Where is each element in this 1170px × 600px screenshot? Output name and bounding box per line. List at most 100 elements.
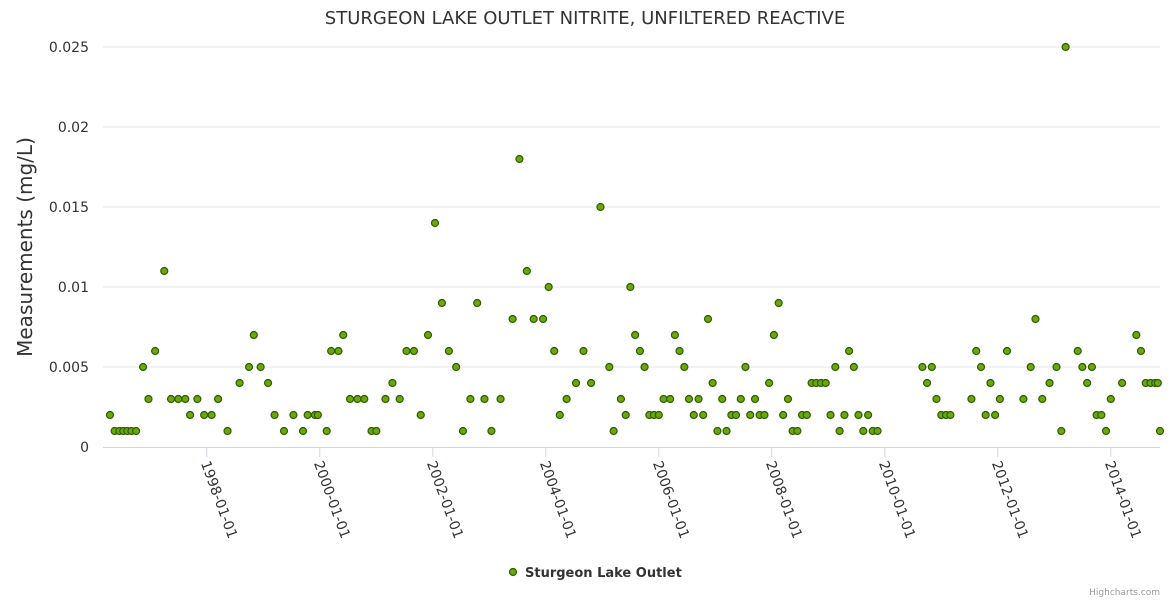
data-point[interactable]: [831, 362, 840, 372]
data-point[interactable]: [263, 378, 273, 388]
data-point[interactable]: [1118, 378, 1127, 388]
data-point[interactable]: [713, 426, 722, 436]
data-point[interactable]: [345, 394, 355, 404]
data-point[interactable]: [995, 394, 1004, 404]
data-point[interactable]: [1045, 378, 1054, 388]
data-point[interactable]: [1026, 362, 1035, 372]
data-point[interactable]: [863, 410, 873, 420]
data-point[interactable]: [529, 314, 538, 324]
data-point[interactable]: [185, 410, 195, 420]
data-point[interactable]: [279, 426, 289, 436]
data-point[interactable]: [105, 410, 115, 420]
data-point[interactable]: [562, 394, 571, 404]
data-point[interactable]: [626, 282, 635, 292]
data-point[interactable]: [550, 346, 559, 356]
credits-link[interactable]: Highcharts.com: [1089, 588, 1160, 598]
data-point[interactable]: [409, 346, 419, 356]
data-point[interactable]: [1106, 394, 1115, 404]
data-point[interactable]: [207, 410, 216, 420]
data-point[interactable]: [213, 394, 223, 404]
data-point[interactable]: [313, 410, 322, 420]
data-point[interactable]: [430, 218, 440, 228]
data-point[interactable]: [1057, 426, 1066, 436]
data-point[interactable]: [769, 330, 778, 340]
data-point[interactable]: [1019, 394, 1028, 404]
data-point[interactable]: [722, 426, 731, 436]
data-point[interactable]: [270, 410, 279, 420]
data-point[interactable]: [480, 394, 489, 404]
data-point[interactable]: [515, 154, 524, 164]
data-point[interactable]: [922, 378, 932, 388]
data-point[interactable]: [423, 330, 433, 340]
data-point[interactable]: [235, 378, 244, 388]
data-point[interactable]: [654, 410, 663, 420]
data-point[interactable]: [555, 410, 564, 420]
data-point[interactable]: [1073, 346, 1082, 356]
data-point[interactable]: [640, 362, 649, 372]
data-point[interactable]: [736, 394, 745, 404]
data-point[interactable]: [981, 410, 990, 420]
data-point[interactable]: [322, 426, 331, 436]
data-point[interactable]: [334, 346, 343, 356]
data-point[interactable]: [1038, 394, 1047, 404]
data-point[interactable]: [466, 394, 475, 404]
data-point[interactable]: [694, 394, 703, 404]
data-point[interactable]: [703, 314, 713, 324]
data-point[interactable]: [144, 394, 153, 404]
data-point[interactable]: [718, 394, 727, 404]
data-point[interactable]: [873, 426, 882, 436]
data-point[interactable]: [835, 426, 844, 436]
data-point[interactable]: [621, 410, 630, 420]
data-point[interactable]: [372, 426, 381, 436]
data-point[interactable]: [665, 394, 675, 404]
data-point[interactable]: [750, 394, 760, 404]
legend-marker-icon[interactable]: [508, 567, 518, 577]
data-point[interactable]: [793, 426, 802, 436]
data-point[interactable]: [289, 410, 298, 420]
data-point[interactable]: [967, 394, 976, 404]
data-point[interactable]: [473, 298, 482, 308]
data-point[interactable]: [444, 346, 453, 356]
data-point[interactable]: [859, 426, 868, 436]
data-point[interactable]: [244, 362, 254, 372]
data-point[interactable]: [402, 346, 411, 356]
data-point[interactable]: [586, 378, 596, 388]
legend-label[interactable]: Sturgeon Lake Outlet: [525, 566, 682, 581]
data-point[interactable]: [635, 346, 645, 356]
data-point[interactable]: [1031, 314, 1040, 324]
data-point[interactable]: [360, 394, 369, 404]
data-point[interactable]: [1136, 346, 1146, 356]
data-point[interactable]: [160, 266, 169, 276]
data-point[interactable]: [774, 298, 783, 308]
data-point[interactable]: [339, 330, 348, 340]
data-point[interactable]: [1052, 362, 1061, 372]
data-point[interactable]: [579, 346, 588, 356]
data-point[interactable]: [689, 410, 698, 420]
data-point[interactable]: [1132, 330, 1141, 340]
data-point[interactable]: [151, 346, 160, 356]
data-point[interactable]: [571, 378, 581, 388]
data-point[interactable]: [976, 362, 986, 372]
data-point[interactable]: [741, 362, 750, 372]
data-point[interactable]: [821, 378, 830, 388]
data-point[interactable]: [174, 394, 183, 404]
data-point[interactable]: [249, 330, 258, 340]
data-point[interactable]: [670, 330, 679, 340]
data-point[interactable]: [181, 394, 190, 404]
data-point[interactable]: [193, 394, 202, 404]
data-point[interactable]: [458, 426, 468, 436]
data-point[interactable]: [1101, 426, 1111, 436]
data-point[interactable]: [708, 378, 717, 388]
data-point[interactable]: [522, 266, 531, 276]
data-point[interactable]: [138, 362, 148, 372]
data-point[interactable]: [802, 410, 811, 420]
data-point[interactable]: [990, 410, 1000, 420]
data-point[interactable]: [395, 394, 404, 404]
data-point[interactable]: [731, 410, 741, 420]
data-point[interactable]: [675, 346, 684, 356]
data-point[interactable]: [1078, 362, 1087, 372]
data-point[interactable]: [783, 394, 793, 404]
data-point[interactable]: [918, 362, 927, 372]
data-point[interactable]: [1061, 42, 1070, 52]
data-point[interactable]: [854, 410, 863, 420]
